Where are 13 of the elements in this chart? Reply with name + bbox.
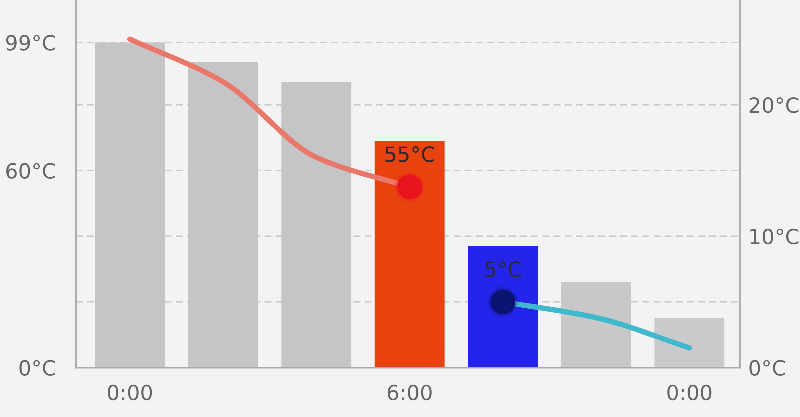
data-label: 5°C <box>486 261 522 278</box>
bar <box>468 246 538 368</box>
y2-tick-label: 0°C <box>750 360 786 376</box>
y2-tick-label: 20°C <box>750 98 799 114</box>
y-tick-label: 99°C <box>6 35 56 51</box>
data-label: 55°C <box>386 146 434 162</box>
y-tick-label: 0°C <box>20 360 56 376</box>
x-tick-label: 0:00 <box>108 384 152 401</box>
x-tick-label: 0:00 <box>668 384 712 401</box>
bar <box>374 141 445 368</box>
y-tick-label: 60°C <box>6 163 56 179</box>
x-tick-label: 6:00 <box>388 384 432 401</box>
y2-tick-label: 10°C <box>750 228 799 245</box>
